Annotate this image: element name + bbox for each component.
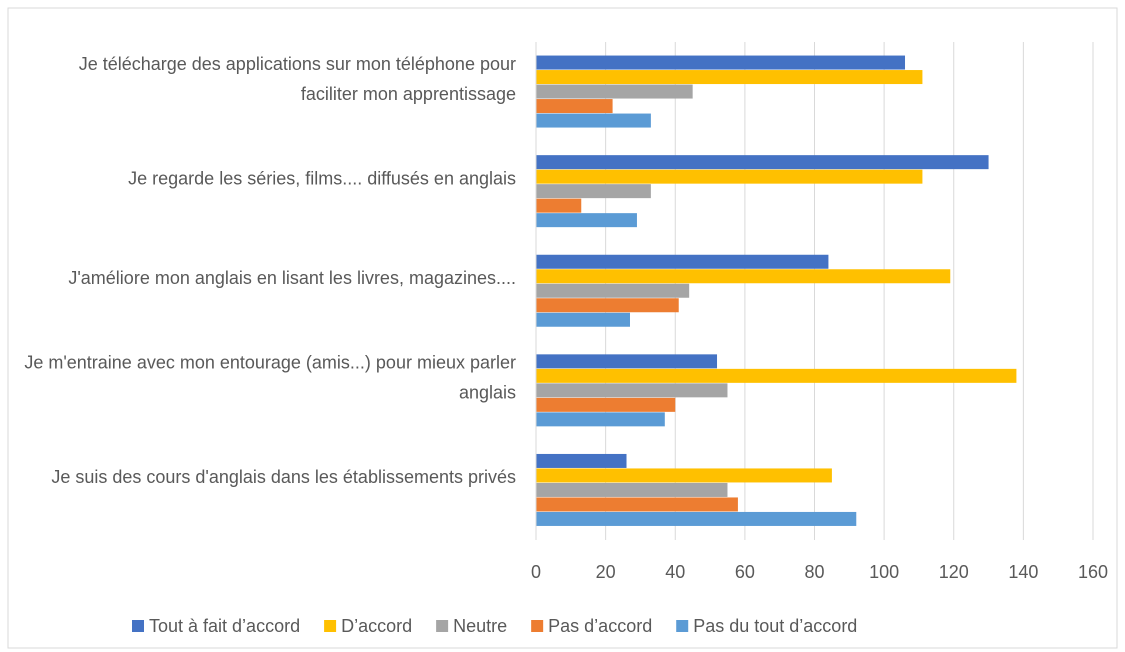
bar (536, 511, 857, 526)
label-line: J'améliore mon anglais en lisant les liv… (68, 268, 516, 288)
bar (536, 213, 637, 228)
bar (536, 412, 665, 427)
bar (536, 113, 651, 128)
legend-label: Neutre (453, 616, 507, 636)
bar (536, 468, 832, 483)
y-tick-label: Je m'entraine avec mon entourage (amis..… (24, 352, 516, 402)
label-line: anglais (459, 382, 516, 402)
bar (536, 312, 630, 327)
bar (536, 298, 679, 313)
x-tick-label: 20 (596, 562, 616, 582)
bar (536, 482, 728, 497)
legend-label: D’accord (341, 616, 412, 636)
label-line: Je regarde les séries, films.... diffusé… (128, 168, 516, 188)
legend-label: Tout à fait d’accord (149, 616, 300, 636)
bar (536, 368, 1017, 383)
bar (536, 354, 718, 369)
legend-swatch (676, 620, 689, 632)
x-tick-label: 100 (869, 562, 899, 582)
bar (536, 254, 829, 269)
label-line: Je télécharge des applications sur mon t… (79, 54, 516, 74)
x-tick-label: 160 (1078, 562, 1108, 582)
bar (536, 269, 951, 284)
legend-label: Pas du tout d’accord (693, 616, 857, 636)
bar (536, 198, 582, 213)
x-tick-label: 120 (939, 562, 969, 582)
bar (536, 283, 690, 298)
label-line: Je suis des cours d'anglais dans les éta… (51, 467, 516, 487)
x-tick-label: 0 (531, 562, 541, 582)
bar (536, 55, 906, 70)
legend-swatch (132, 620, 144, 632)
y-tick-label: Je suis des cours d'anglais dans les éta… (51, 467, 516, 487)
bar (536, 84, 693, 99)
x-tick-label: 140 (1008, 562, 1038, 582)
legend-swatch (324, 620, 337, 632)
legend-label: Pas d’accord (548, 616, 652, 636)
bar (536, 70, 923, 85)
bar (536, 453, 627, 468)
bar (536, 383, 728, 398)
legend-swatch (436, 620, 449, 632)
label-line: faciliter mon apprentissage (301, 84, 516, 104)
x-tick-label: 60 (735, 562, 755, 582)
label-line: Je m'entraine avec mon entourage (amis..… (24, 352, 516, 372)
x-tick-label: 40 (665, 562, 685, 582)
legend-swatch (531, 620, 544, 632)
y-tick-label: Je télécharge des applications sur mon t… (79, 54, 516, 104)
x-tick-label: 80 (804, 562, 824, 582)
y-tick-label: Je regarde les séries, films.... diffusé… (128, 168, 516, 188)
bar (536, 169, 923, 184)
bar (536, 184, 651, 199)
bar (536, 397, 676, 412)
y-tick-label: J'améliore mon anglais en lisant les liv… (68, 268, 516, 288)
bar (536, 155, 989, 170)
bar (536, 99, 613, 114)
bar (536, 497, 738, 512)
